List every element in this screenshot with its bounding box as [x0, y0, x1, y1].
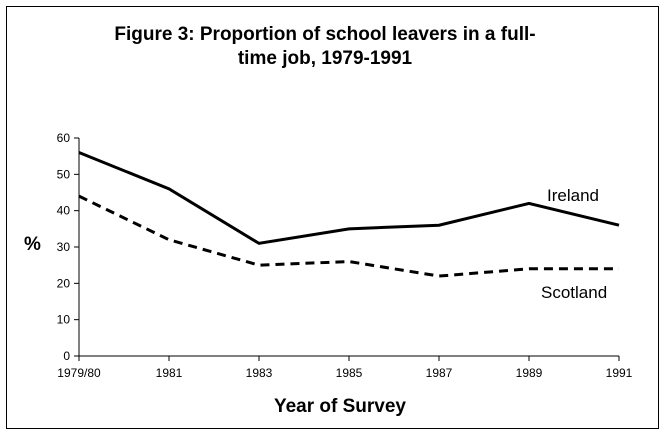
x-tick-label: 1991 — [606, 366, 633, 380]
chart-title: Figure 3: Proportion of school leavers i… — [114, 24, 536, 69]
y-tick-label: 50 — [57, 167, 71, 181]
x-tick-label: 1983 — [246, 366, 273, 380]
x-tick-label: 1985 — [336, 366, 363, 380]
x-tick-label: 1987 — [426, 366, 453, 380]
y-tick-label: 0 — [63, 349, 70, 363]
y-tick-label: 40 — [57, 204, 71, 218]
series-line-scotland — [78, 194, 619, 278]
x-tick-label: 1989 — [516, 366, 543, 380]
y-tick-label: 60 — [57, 131, 71, 145]
x-tick-label: 1979/80 — [57, 366, 101, 380]
chart-frame — [6, 6, 659, 429]
series-line-ireland — [78, 151, 620, 245]
y-tick-label: 20 — [57, 276, 71, 290]
x-tick-label: 1981 — [156, 366, 183, 380]
y-tick-label: 10 — [57, 313, 71, 327]
series-label-scotland: Scotland — [541, 283, 607, 302]
y-axis-label: % — [24, 234, 41, 255]
x-axis-label: Year of Survey — [273, 396, 407, 417]
series-label-ireland: Ireland — [547, 186, 599, 205]
y-tick-label: 30 — [57, 240, 71, 254]
